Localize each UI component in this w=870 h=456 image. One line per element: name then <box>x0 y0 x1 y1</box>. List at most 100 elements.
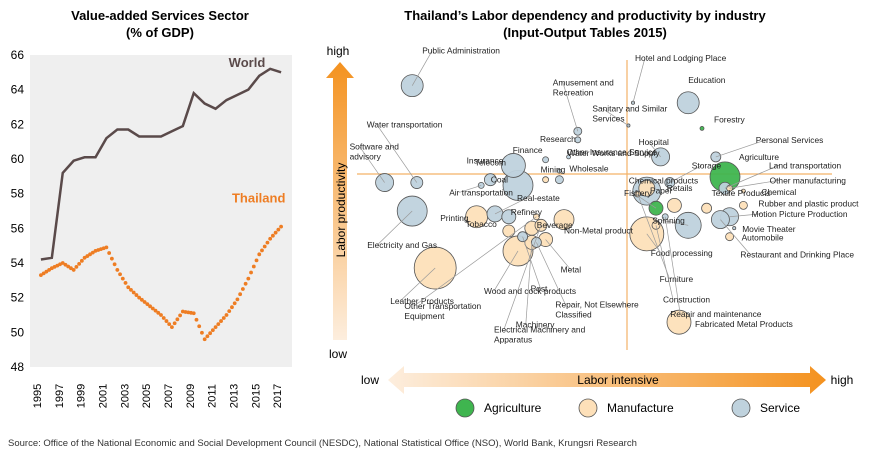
thailand-dot <box>161 316 166 320</box>
legend-marker-service <box>731 398 751 418</box>
y-tick-label: 54 <box>11 256 25 270</box>
point-label: Beverage <box>537 220 573 230</box>
point-label: Repair, Not Elsewhere Classified <box>555 299 639 319</box>
legend-marker-manufacture <box>578 398 598 418</box>
leader-line <box>637 193 670 280</box>
thailand-dot <box>142 300 147 304</box>
point-label: Mining <box>541 165 566 175</box>
thailand-dot <box>243 281 248 286</box>
leader-line <box>414 216 537 307</box>
point-label: Finance <box>513 145 543 155</box>
y-tick-label: 52 <box>11 291 25 305</box>
thailand-dot <box>265 240 270 245</box>
legend-label-agriculture: Agriculture <box>484 401 542 415</box>
leader-line <box>545 239 571 270</box>
legend-label-manufacture: Manufacture <box>607 401 674 415</box>
scatter-point <box>483 173 497 187</box>
point-label: Wholesale <box>569 164 608 174</box>
point-label: Other Transportation Equipment <box>404 301 481 321</box>
thailand-dot <box>276 227 281 232</box>
thailand-dot <box>123 281 128 285</box>
point-label: Non-Metal product <box>564 226 634 236</box>
thailand-dot <box>129 287 133 292</box>
scatter-point <box>555 175 564 185</box>
x-axis-arrow <box>388 366 826 394</box>
point-label: Water transportation <box>367 120 443 130</box>
y-tick-label: 64 <box>11 83 25 97</box>
point-label: Rubber and plastic product <box>758 198 859 208</box>
leader-line <box>662 219 689 226</box>
thailand-dot <box>120 276 125 281</box>
thailand-dot <box>257 252 262 257</box>
point-label: Agriculture <box>739 152 779 162</box>
leader-line <box>376 210 413 246</box>
left-line-chart: Value-added Services Sector (% of GDP) 4… <box>11 8 292 408</box>
thailand-dot <box>178 313 183 318</box>
thailand-dot <box>85 254 90 258</box>
x-tick-label: 2007 <box>163 384 175 408</box>
y-tick-label: 60 <box>11 152 25 166</box>
leader-line <box>729 179 780 189</box>
thailand-dot <box>60 261 65 265</box>
legend-marker-agriculture <box>455 398 475 418</box>
thailand-dot <box>47 268 52 272</box>
thailand-dot <box>88 252 92 257</box>
leader-line <box>536 242 566 305</box>
thailand-dot <box>205 334 210 339</box>
thailand-dot <box>41 271 46 276</box>
thailand-dot <box>202 337 207 342</box>
right-chart-title: Thailand’s Labor dependency and producti… <box>404 8 766 23</box>
thailand-dot <box>170 325 174 330</box>
leader-line <box>494 197 528 215</box>
thailand-dot <box>216 322 221 326</box>
thailand-dot <box>159 313 163 317</box>
x-low-label: low <box>361 373 379 387</box>
leader-line <box>562 82 579 132</box>
thailand-dot <box>262 244 267 249</box>
point-label: Other manufacturing <box>770 175 847 185</box>
point-label: Leather Products <box>390 296 454 306</box>
point-label: Air transportation <box>449 187 513 197</box>
scatter-point <box>725 232 734 242</box>
point-label: Hotel and Lodging Place <box>635 53 727 63</box>
thailand-dot <box>210 328 215 333</box>
point-label: Wood and cock products <box>484 286 576 296</box>
thailand-dot <box>126 285 131 290</box>
point-label: Reapir and maintenance <box>670 309 762 319</box>
right-scatter-chart: Thailand’s Labor dependency and producti… <box>326 8 859 418</box>
leader-line <box>715 139 766 158</box>
leader-line <box>376 124 418 183</box>
thailand-dot <box>153 308 158 313</box>
thailand-dot <box>71 268 76 272</box>
point-label: Tobacco <box>466 219 498 229</box>
thailand-dot <box>279 224 283 229</box>
thailand-dot <box>268 236 273 241</box>
leader-line <box>632 57 646 103</box>
x-tick-label: 2005 <box>141 384 153 408</box>
point-label: Electricity and Gas <box>367 240 437 250</box>
left-chart-title: Value-added Services Sector <box>71 8 249 23</box>
scatter-point <box>574 136 582 144</box>
scatter-point <box>557 168 562 174</box>
thailand-dot <box>39 273 43 278</box>
point-label: Fishery <box>624 188 652 198</box>
leader-line <box>720 219 751 255</box>
thailand-dot <box>74 265 79 269</box>
y-axis-arrow <box>326 62 354 340</box>
thailand-dot <box>200 330 204 335</box>
thailand-dot <box>232 301 237 306</box>
thailand-dot <box>194 317 199 322</box>
point-label: Hospital <box>639 137 669 147</box>
x-tick-label: 2017 <box>272 384 284 408</box>
thailand-dot <box>238 292 243 297</box>
leader-line <box>459 185 482 193</box>
point-label: Motion Picture Production <box>752 209 848 219</box>
thailand-dot <box>77 261 82 266</box>
x-axis-title: Labor intensive <box>577 373 659 387</box>
point-label: Software and advisory <box>350 142 400 162</box>
leader-line <box>648 141 661 158</box>
x-tick-label: 2009 <box>185 384 197 408</box>
thailand-dot <box>118 272 122 277</box>
leader-line <box>399 267 436 302</box>
